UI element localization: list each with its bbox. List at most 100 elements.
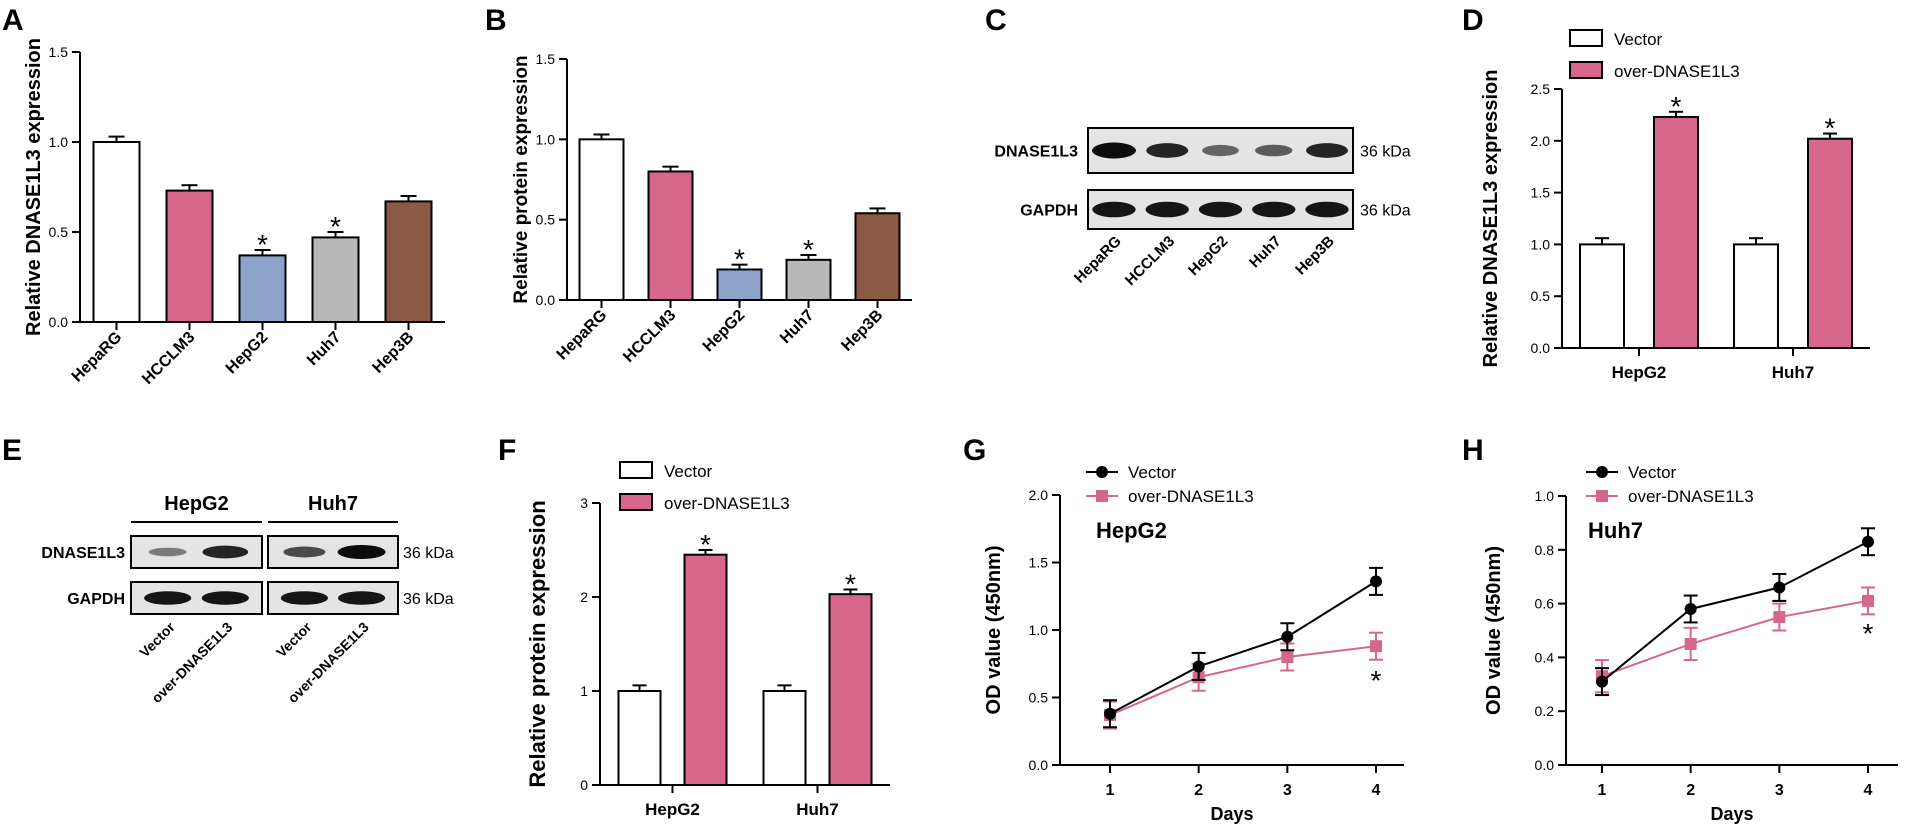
- panel-g-x-tick-label: 1: [1106, 782, 1115, 799]
- panel-g-point-over: [1370, 640, 1382, 652]
- panel-h-x-tick-label: 3: [1775, 782, 1784, 799]
- panel-h-x-tick-label: 2: [1686, 782, 1695, 799]
- blot-c-row-label: DNASE1L3: [994, 144, 1078, 161]
- panel-g-y-tick-label: 2.0: [1029, 487, 1049, 503]
- panel-h-y-tick-label: 0.2: [1535, 703, 1555, 719]
- panel-h-point-vector: [1862, 536, 1874, 548]
- panel-d-x-tick-label: Huh7: [1772, 363, 1815, 382]
- panel-h-legend-marker: [1596, 466, 1608, 478]
- panel-d-y-tick-label: 0.0: [1531, 340, 1551, 356]
- panel-f-legend-label: Vector: [664, 462, 713, 481]
- panel-label-a: A: [2, 4, 24, 37]
- panel-h-y-tick-label: 1.0: [1535, 488, 1555, 504]
- panel-d-legend-swatch: [1570, 30, 1602, 46]
- panel-f-legend-swatch: [620, 462, 652, 478]
- panel-h-point-over: [1685, 638, 1697, 650]
- blot-c-lane-label: Hep3B: [1292, 233, 1338, 279]
- panel-b-y-axis-label: Relative protein expression: [511, 55, 532, 303]
- panel-g-x-axis-label: Days: [1210, 804, 1253, 824]
- panel-f-bar-huh7-vector: [764, 691, 806, 785]
- panel-h-y-axis-label: OD value (450nm): [1483, 546, 1505, 715]
- panel-h-x-tick-label: 4: [1864, 782, 1873, 799]
- panel-g-legend-marker: [1096, 490, 1108, 502]
- panel-a-x-tick-label: Hep3B: [369, 329, 417, 377]
- panel-d-bar-huh7-over: [1808, 139, 1852, 348]
- blot-e-band: [202, 546, 248, 559]
- panel-g-y-axis-label: OD value (450nm): [983, 546, 1005, 715]
- panel-f-y-tick-label: 3: [580, 495, 588, 511]
- panel-g-significance-star: *: [1371, 665, 1382, 696]
- panel-d-legend-label: over-DNASE1L3: [1614, 62, 1740, 81]
- panel-b-bar-hcclm3: [649, 171, 693, 300]
- panel-a-bar-heparg: [94, 142, 140, 322]
- blot-e-group-label: HepG2: [164, 493, 228, 515]
- panel-h-y-tick-label: 0.4: [1535, 649, 1555, 665]
- panel-d-y-tick-label: 2.0: [1531, 133, 1551, 149]
- panel-h-title: Huh7: [1588, 518, 1643, 543]
- panel-h-significance-star: *: [1863, 618, 1874, 649]
- panel-label-f: F: [498, 434, 516, 467]
- panel-f-legend-swatch: [620, 494, 652, 510]
- panel-d-significance-star: *: [1671, 91, 1682, 122]
- blot-c-band: [1092, 143, 1136, 159]
- panel-d-bar-hepg2-vector: [1580, 244, 1624, 348]
- panel-label-d: D: [1462, 4, 1484, 37]
- panel-d-legend-swatch: [1570, 62, 1602, 78]
- panel-g-x-tick-label: 2: [1194, 782, 1203, 799]
- panel-d-significance-star: *: [1825, 113, 1836, 144]
- panel-a-bar-hepg2: [240, 255, 286, 322]
- panel-a-significance-star: *: [257, 229, 268, 260]
- panel-a-x-tick-label: HepaRG: [69, 329, 126, 386]
- panel-d-y-tick-label: 1.5: [1531, 185, 1551, 201]
- panel-g-legend-label: over-DNASE1L3: [1128, 487, 1254, 506]
- panel-h-legend-marker: [1596, 490, 1608, 502]
- panel-h-line-vector: [1602, 542, 1868, 682]
- panel-f-y-tick-label: 0: [580, 777, 588, 793]
- panel-h-x-axis-label: Days: [1710, 804, 1753, 824]
- blot-c-band: [1199, 202, 1242, 218]
- panel-d-bar-hepg2-over: [1654, 117, 1698, 348]
- panel-b-x-tick-label: Huh7: [777, 307, 817, 347]
- panel-h-y-tick-label: 0.8: [1535, 542, 1555, 558]
- panel-g-y-tick-label: 0.5: [1029, 690, 1049, 706]
- panel-a-bar-hcclm3: [167, 191, 213, 322]
- panel-h-y-tick-label: 0.6: [1535, 596, 1555, 612]
- panel-a-x-tick-label: HepG2: [223, 329, 272, 378]
- panel-h-point-over: [1773, 611, 1785, 623]
- panel-a-y-axis-label: Relative DNASE1L3 expression: [23, 38, 45, 336]
- blot-e-band: [202, 591, 249, 605]
- blot-c-band: [1305, 202, 1348, 218]
- figure: A B C D E F G H 0.00.51.01.5Relative DNA…: [0, 0, 1905, 824]
- blot-c-lane-label: Huh7: [1246, 233, 1285, 272]
- panel-f-x-tick-label: Huh7: [796, 800, 839, 819]
- panel-b-y-tick-label: 1.0: [536, 131, 556, 147]
- blot-e-band: [149, 548, 187, 557]
- panel-label-e: E: [2, 434, 22, 467]
- panel-g-point-over: [1281, 651, 1293, 663]
- panel-d-y-tick-label: 0.5: [1531, 288, 1551, 304]
- panel-label-g: G: [963, 434, 986, 467]
- blot-e-band: [338, 591, 385, 605]
- panel-g-title: HepG2: [1096, 518, 1167, 543]
- panel-a-x-tick-label: Huh7: [304, 329, 344, 369]
- panel-h-point-vector: [1773, 581, 1785, 593]
- blot-c-band: [1146, 202, 1189, 218]
- panel-h-point-vector: [1596, 676, 1608, 688]
- blot-e-kda-label: 36 kDa: [403, 545, 454, 562]
- panel-d-y-axis-label: Relative DNASE1L3 expression: [1480, 70, 1502, 368]
- blot-e-lane-label: Vector: [136, 618, 178, 660]
- panel-f-y-tick-label: 2: [580, 589, 588, 605]
- blot-e-lane-label: Vector: [273, 618, 315, 660]
- panel-f-bar-huh7-over: [830, 594, 872, 785]
- blot-c-band: [1306, 143, 1348, 158]
- panel-a-y-tick-label: 0.5: [49, 224, 69, 240]
- panel-b-bar-huh7: [787, 260, 831, 300]
- panel-b-significance-star: *: [734, 244, 745, 275]
- panel-g-y-tick-label: 1.5: [1029, 555, 1049, 571]
- blot-c-lane-label: HepaRG: [1071, 233, 1125, 287]
- panel-h-y-tick-label: 0.0: [1535, 757, 1555, 773]
- panel-a-x-tick-label: HCCLM3: [139, 329, 198, 388]
- panel-b-y-tick-label: 0.5: [536, 212, 556, 228]
- panel-label-h: H: [1462, 434, 1484, 467]
- panel-f-significance-star: *: [700, 529, 711, 560]
